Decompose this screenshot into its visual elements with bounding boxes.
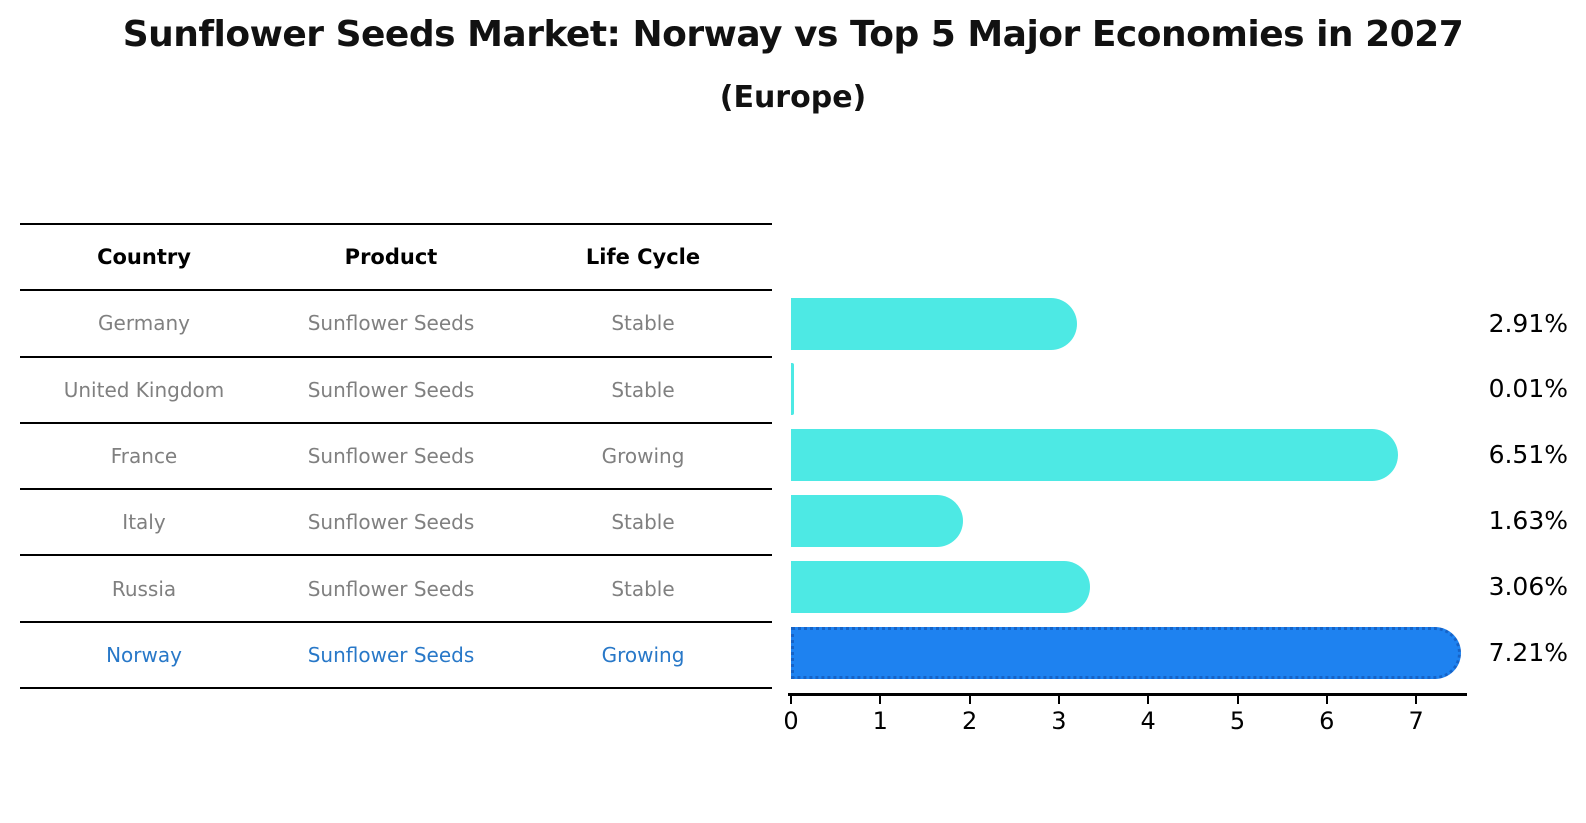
life-cycle-cell: Stable (611, 311, 675, 336)
table-row-norway: Norway Sunflower Seeds Growing (20, 623, 772, 690)
country-cell: Germany (98, 311, 190, 336)
table-row-russia: Russia Sunflower Seeds Stable (20, 556, 772, 623)
table-row-united-kingdom: United Kingdom Sunflower Seeds Stable (20, 358, 772, 424)
chart-subtitle: (Europe) (719, 80, 867, 115)
bar-france (791, 429, 1399, 481)
table-row-france: France Sunflower Seeds Growing (20, 424, 772, 491)
table-header-life-cycle: Life Cycle (585, 245, 701, 270)
table-header-country: Country (97, 245, 191, 270)
x-tick (879, 693, 882, 704)
table-header-row: Country Product Life Cycle (20, 225, 772, 292)
country-cell: Russia (111, 576, 177, 601)
x-axis-line (788, 693, 1467, 696)
life-cycle-cell: Stable (611, 576, 675, 601)
x-tick-label-4: 4 (1140, 707, 1156, 735)
bar-united-kingdom (791, 363, 794, 415)
value-label-italy: 1.63% (1488, 506, 1568, 535)
x-axis: 0 1 2 3 4 5 6 7 (783, 693, 1471, 735)
x-tick (1057, 693, 1060, 704)
country-cell: United Kingdom (63, 377, 225, 402)
x-tick (1325, 693, 1328, 704)
life-cycle-cell: Stable (611, 377, 675, 402)
value-label-russia: 3.06% (1488, 572, 1568, 601)
life-cycle-cell: Growing (601, 444, 685, 469)
x-tick (968, 693, 971, 704)
value-label-norway: 7.21% (1488, 638, 1568, 667)
x-tick-label-3: 3 (1051, 707, 1067, 735)
product-cell: Sunflower Seeds (307, 377, 475, 402)
product-cell: Sunflower Seeds (307, 311, 475, 336)
bar-germany (791, 298, 1077, 350)
x-tick (1147, 693, 1150, 704)
bar-norway-highlighted (791, 627, 1461, 679)
life-cycle-cell: Growing (601, 642, 685, 667)
x-tick-label-6: 6 (1319, 707, 1335, 735)
bar-italy (791, 495, 963, 547)
value-label-united-kingdom: 0.01% (1488, 374, 1568, 403)
product-cell: Sunflower Seeds (307, 642, 475, 667)
value-label-germany: 2.91% (1488, 309, 1568, 338)
chart-title: Sunflower Seeds Market: Norway vs Top 5 … (122, 14, 1464, 55)
x-tick-label-7: 7 (1408, 707, 1424, 735)
table-header-product: Product (344, 245, 438, 270)
country-cell: Italy (122, 510, 166, 535)
country-cell: France (110, 444, 178, 469)
x-tick (1415, 693, 1418, 704)
table-row-italy: Italy Sunflower Seeds Stable (20, 490, 772, 557)
product-cell: Sunflower Seeds (307, 444, 475, 469)
table-row-germany: Germany Sunflower Seeds Stable (20, 291, 772, 358)
x-tick-label-0: 0 (783, 707, 799, 735)
value-label-france: 6.51% (1488, 440, 1568, 469)
x-tick-label-2: 2 (961, 707, 978, 735)
market-table: Country Product Life Cycle Germany Sunfl… (20, 223, 772, 690)
x-tick-label-1: 1 (872, 707, 888, 735)
product-cell: Sunflower Seeds (307, 510, 475, 535)
x-tick (1236, 693, 1239, 704)
x-tick-label-5: 5 (1229, 707, 1246, 735)
bar-russia (791, 561, 1091, 613)
life-cycle-cell: Stable (611, 510, 675, 535)
product-cell: Sunflower Seeds (307, 576, 475, 601)
country-cell: Norway (106, 642, 182, 667)
x-tick (790, 693, 792, 704)
